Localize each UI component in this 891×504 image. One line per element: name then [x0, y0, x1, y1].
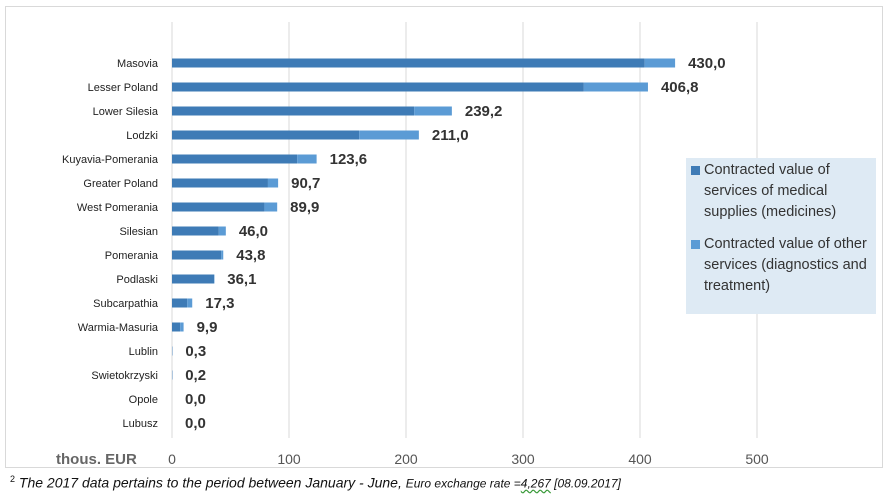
data-label: 406,8 — [661, 79, 699, 96]
bar-medicines — [172, 322, 181, 332]
category-label: Warmia-Masuria — [78, 322, 159, 334]
legend-swatch-other-services — [691, 240, 700, 249]
data-label: 90,7 — [291, 175, 320, 192]
footnote-rate-prefix: Euro exchange rate = — [405, 476, 521, 491]
bar-medicines — [172, 130, 360, 140]
category-label: Swietokrzyski — [91, 370, 158, 382]
labels: 0 100 200 300 400 500 Masovia 430,0 Lesser Polan… — [62, 55, 769, 467]
bar-other-services — [267, 178, 279, 188]
category-label: Podlaski — [116, 274, 158, 286]
chart-frame — [5, 6, 883, 468]
category-label: Lesser Poland — [88, 82, 158, 94]
category-label: Masovia — [117, 58, 159, 70]
bar-other-services — [221, 250, 224, 260]
legend-swatch-medicines — [691, 166, 700, 175]
bar-medicines — [172, 250, 222, 260]
bar-medicines — [172, 82, 584, 92]
bar-medicines — [172, 58, 645, 68]
category-label: Lodzki — [126, 130, 158, 142]
bar-other-services — [583, 82, 648, 92]
x-tick-label: 100 — [277, 451, 301, 467]
category-label: Greater Poland — [83, 178, 158, 190]
bar-medicines — [172, 178, 268, 188]
bar-other-services — [180, 322, 184, 332]
x-tick-label: 500 — [745, 451, 769, 467]
bar-medicines — [172, 298, 188, 308]
category-label: West Pomerania — [77, 202, 159, 214]
x-tick-label: 0 — [168, 451, 176, 467]
data-label: 0,0 — [185, 391, 206, 408]
category-label: Silesian — [119, 226, 158, 238]
bar-other-services — [264, 202, 278, 212]
bar-other-services — [414, 106, 452, 116]
bar-chart: 0 100 200 300 400 500 Masovia 430,0 Lesser Polan… — [56, 22, 769, 468]
category-label: Subcarpathia — [93, 298, 159, 310]
bar-medicines — [172, 106, 415, 116]
footnote-text: The 2017 data pertains to the period bet… — [18, 474, 402, 491]
footnote-marker: 2 — [10, 474, 16, 484]
bar-other-services — [297, 154, 317, 164]
data-label: 43,8 — [236, 247, 265, 264]
x-tick-label: 400 — [628, 451, 652, 467]
data-label: 17,3 — [205, 295, 234, 312]
bar-medicines — [172, 274, 215, 284]
category-label: Opole — [129, 394, 158, 406]
data-label: 0,2 — [185, 367, 206, 384]
footnote: 2 The 2017 data pertains to the period b… — [10, 474, 621, 491]
data-label: 36,1 — [227, 271, 256, 288]
bar-medicines — [172, 202, 265, 212]
data-label: 46,0 — [239, 223, 268, 240]
legend-label-medicines: Contracted value of services of medical … — [704, 162, 837, 220]
data-label: 239,2 — [465, 103, 503, 120]
bar-other-services — [644, 58, 676, 68]
bar-other-services — [187, 298, 193, 308]
bar-medicines — [172, 226, 219, 236]
footnote-date: [08.09.2017] — [550, 476, 621, 491]
bars — [172, 58, 676, 380]
category-label: Pomerania — [105, 250, 159, 262]
unit-label: thous. EUR — [56, 451, 137, 468]
data-label: 430,0 — [688, 55, 726, 72]
bar-other-services — [218, 226, 226, 236]
category-label: Lower Silesia — [93, 106, 159, 118]
data-label: 0,3 — [185, 343, 206, 360]
data-label: 123,6 — [330, 151, 368, 168]
x-tick-label: 200 — [394, 451, 418, 467]
category-label: Lublin — [129, 346, 158, 358]
legend-item-other-services: Contracted value of other services (diag… — [691, 234, 870, 297]
category-label: Lubusz — [123, 418, 158, 430]
legend-label-other-services: Contracted value of other services (diag… — [704, 236, 867, 294]
bar-other-services — [359, 130, 419, 140]
data-label: 89,9 — [290, 199, 319, 216]
category-label: Kuyavia-Pomerania — [62, 154, 159, 166]
data-label: 211,0 — [432, 127, 469, 144]
data-label: 9,9 — [197, 319, 218, 336]
legend-item-medicines: Contracted value of services of medical … — [691, 160, 870, 223]
bar-medicines — [172, 154, 298, 164]
footnote-rate-value: 4,267 — [520, 476, 551, 491]
data-label: 0,0 — [185, 415, 206, 432]
legend: Contracted value of services of medical … — [686, 158, 876, 314]
x-tick-label: 300 — [511, 451, 535, 467]
